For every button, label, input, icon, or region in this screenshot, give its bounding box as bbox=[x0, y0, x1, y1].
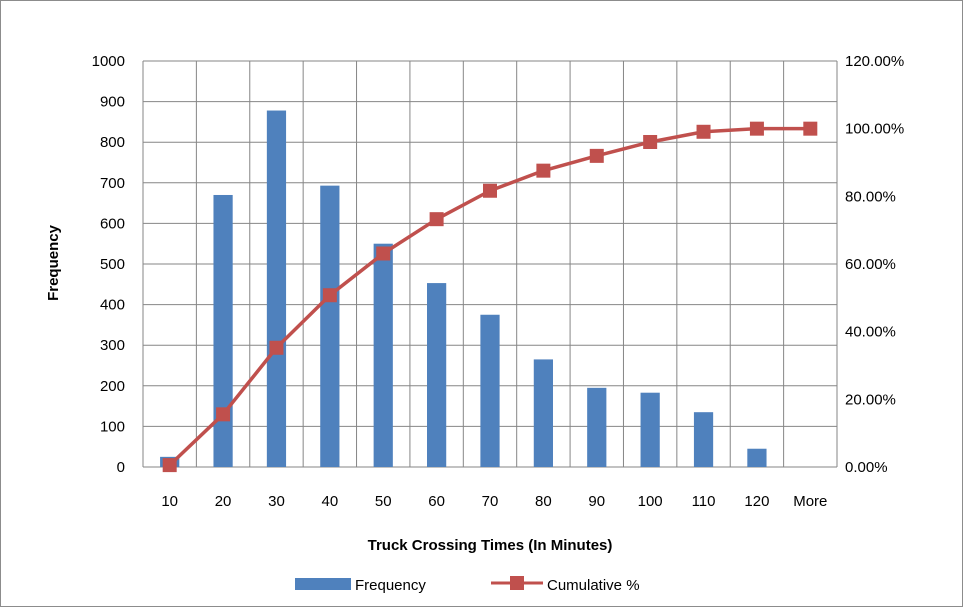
bar-frequency bbox=[587, 387, 607, 467]
bar-frequency bbox=[373, 243, 393, 467]
cumulative-marker bbox=[483, 183, 497, 198]
cumulative-marker bbox=[803, 121, 818, 136]
cumulative-marker bbox=[749, 121, 764, 136]
x-tick-label: 120 bbox=[744, 493, 769, 510]
y-tick-label: 100 bbox=[100, 418, 125, 435]
y-axis-title: Frequency bbox=[45, 224, 62, 301]
bar-frequency bbox=[693, 412, 714, 467]
right-axis-ticks: 0.00% 20.00% 40.00% 60.00% 80.00% 100.00% 120.… bbox=[845, 53, 904, 476]
legend-frequency-label: Frequency bbox=[355, 577, 426, 594]
bar-frequency bbox=[266, 110, 287, 468]
cumulative-marker bbox=[536, 163, 551, 178]
cumulative-marker bbox=[429, 212, 444, 227]
y2-tick-label: 100.00% bbox=[845, 121, 904, 138]
x-axis-ticks: 10 20 30 40 50 60 70 80 90 100 110 120 More bbox=[161, 493, 827, 510]
x-tick-label: 10 bbox=[161, 493, 178, 510]
x-tick-label: 30 bbox=[268, 493, 285, 510]
y2-tick-label: 120.00% bbox=[845, 53, 904, 70]
x-tick-label: 60 bbox=[428, 493, 445, 510]
y-tick-label: 200 bbox=[100, 378, 125, 395]
bar-series bbox=[160, 110, 767, 468]
x-tick-label: 100 bbox=[638, 493, 663, 510]
y2-tick-label: 40.00% bbox=[845, 324, 896, 341]
bar-frequency bbox=[747, 448, 767, 467]
bar-frequency bbox=[213, 194, 233, 468]
y2-tick-label: 60.00% bbox=[845, 256, 896, 273]
cumulative-marker bbox=[589, 148, 604, 163]
cumulative-marker bbox=[696, 124, 711, 139]
line-series bbox=[162, 121, 818, 473]
y-tick-label: 800 bbox=[100, 134, 125, 151]
legend: Frequency Cumulative % bbox=[295, 576, 640, 594]
bar-frequency bbox=[427, 283, 447, 467]
cumulative-marker bbox=[216, 407, 231, 422]
x-tick-label: 110 bbox=[692, 493, 716, 510]
x-tick-label: 50 bbox=[375, 493, 392, 510]
legend-cumulative-label: Cumulative % bbox=[547, 577, 640, 594]
x-axis-title: Truck Crossing Times (In Minutes) bbox=[368, 537, 613, 554]
y-tick-label: 1000 bbox=[92, 53, 125, 70]
cumulative-marker bbox=[269, 340, 284, 355]
bar-frequency bbox=[480, 314, 500, 467]
y-tick-label: 600 bbox=[100, 215, 125, 232]
y2-tick-label: 80.00% bbox=[845, 188, 896, 205]
gridlines bbox=[142, 60, 838, 468]
y-tick-label: 700 bbox=[100, 175, 125, 192]
bar-frequency bbox=[320, 185, 340, 467]
y-tick-label: 900 bbox=[100, 94, 125, 111]
bar-frequency bbox=[533, 359, 553, 467]
y2-tick-label: 20.00% bbox=[845, 391, 896, 408]
cumulative-marker bbox=[376, 246, 391, 261]
bar-frequency bbox=[640, 392, 660, 467]
y-tick-label: 300 bbox=[100, 337, 125, 354]
legend-frequency-swatch bbox=[295, 578, 351, 590]
cumulative-marker bbox=[322, 288, 337, 303]
x-tick-label: 90 bbox=[588, 493, 605, 510]
legend-cumulative-marker bbox=[510, 576, 524, 590]
cumulative-marker bbox=[162, 458, 177, 473]
y-tick-label: 400 bbox=[100, 297, 125, 314]
x-tick-label: 70 bbox=[482, 493, 499, 510]
x-tick-label: 20 bbox=[215, 493, 232, 510]
y-tick-label: 0 bbox=[117, 459, 125, 476]
x-tick-label: More bbox=[793, 493, 827, 510]
cumulative-marker bbox=[643, 134, 658, 149]
y-tick-label: 500 bbox=[100, 256, 125, 273]
left-axis-ticks: 0 100 200 300 400 500 600 700 800 900 1000 bbox=[92, 53, 125, 476]
y2-tick-label: 0.00% bbox=[845, 459, 888, 476]
x-tick-label: 80 bbox=[535, 493, 552, 510]
x-tick-label: 40 bbox=[322, 493, 339, 510]
